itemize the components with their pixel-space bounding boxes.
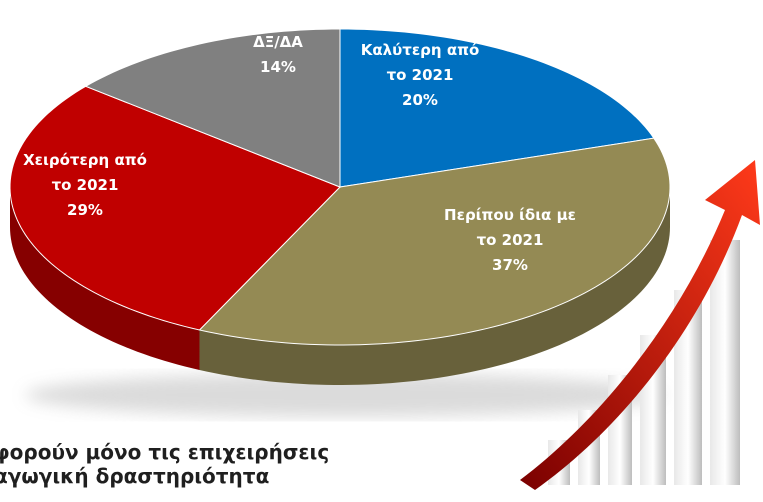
category-label: ΔΞ/ΔΑ (253, 30, 303, 55)
footnote: αγωγική δραστηριότητα (0, 464, 269, 488)
value-label: 14% (253, 55, 303, 80)
footnote: φορούν μόνο τις επιχειρήσεις (0, 440, 329, 464)
category-label: Καλύτερη από το 2021 (361, 38, 480, 88)
value-label: 20% (361, 88, 480, 113)
value-label: 37% (444, 253, 576, 278)
category-label: Χειρότερη από το 2021 (23, 148, 147, 198)
page: {"chart_data": {"type": "pie", "categori… (0, 0, 763, 502)
value-label: 29% (23, 198, 147, 223)
category-label: Περίπου ίδια με το 2021 (444, 203, 576, 253)
